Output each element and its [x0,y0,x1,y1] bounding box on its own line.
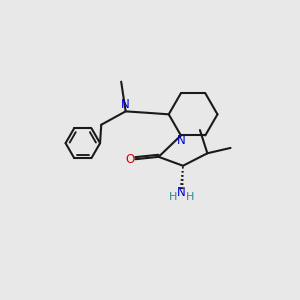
Text: N: N [176,134,185,147]
Text: H: H [169,192,177,202]
Text: N: N [121,98,130,111]
Text: O: O [125,153,135,166]
Text: N: N [177,186,186,199]
Text: H: H [186,192,194,202]
